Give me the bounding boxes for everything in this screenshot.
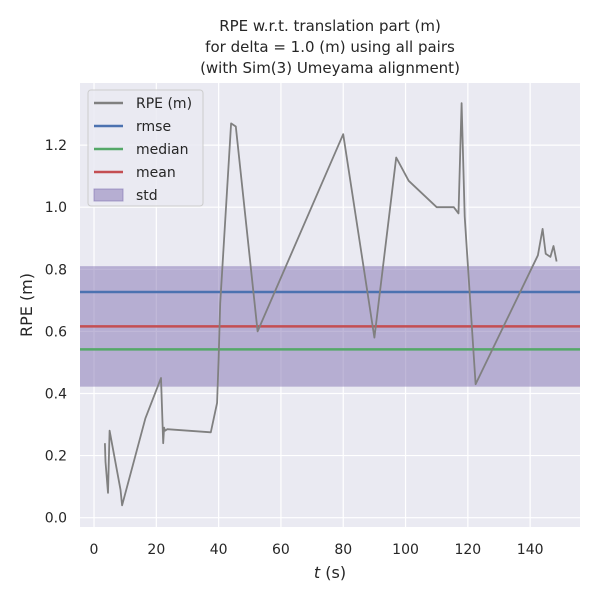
x-tick-label-7: 140 [517,542,544,558]
y-axis-label: RPE (m) [17,273,36,337]
x-tick-label-4: 80 [334,542,352,558]
x-tick-label-0: 0 [90,542,99,558]
legend-label-rpe-m: RPE (m) [136,96,192,112]
series-line-rpe [104,102,558,507]
y-tick-label-1: 0.2 [45,449,67,465]
x-tick-label-2: 40 [210,542,228,558]
title-line-1: RPE w.r.t. translation part (m) [219,17,441,35]
legend-box [87,89,204,207]
x-tick-label-1: 20 [147,542,165,558]
y-tick-label-6: 1.2 [45,138,67,154]
x-tick-label-6: 120 [454,542,481,558]
legend-label-rmse: rmse [136,119,171,135]
stat-lines-layer [80,290,580,351]
x-tick-labels: 0 20 40 60 80 100 120 140 [90,542,544,558]
x-tick-label-5: 100 [392,542,419,558]
x-tick-label-3: 60 [272,542,290,558]
y-tick-labels: 0.0 0.2 0.4 0.6 0.8 1.0 1.2 [45,138,67,527]
legend-label-mean: mean [136,165,176,181]
series-layer [104,102,558,507]
x-axis-label: t (s) [314,563,346,582]
chart-title: RPE w.r.t. translation part (m) for delt… [200,17,460,77]
legend-label-std: std [136,188,158,204]
grid [80,83,580,527]
y-tick-label-3: 0.6 [45,324,67,340]
y-tick-label-0: 0.0 [45,511,67,527]
y-tick-label-2: 0.4 [45,386,67,402]
title-line-2: for delta = 1.0 (m) using all pairs [205,38,455,56]
legend-swatch-std [93,188,124,202]
legend-label-median: median [136,142,188,158]
y-tick-label-4: 0.8 [45,262,67,278]
title-line-3: (with Sim(3) Umeyama alignment) [200,59,460,77]
legend: RPE (m) rmse median mean std [87,89,204,207]
y-tick-label-5: 1.0 [45,200,67,216]
